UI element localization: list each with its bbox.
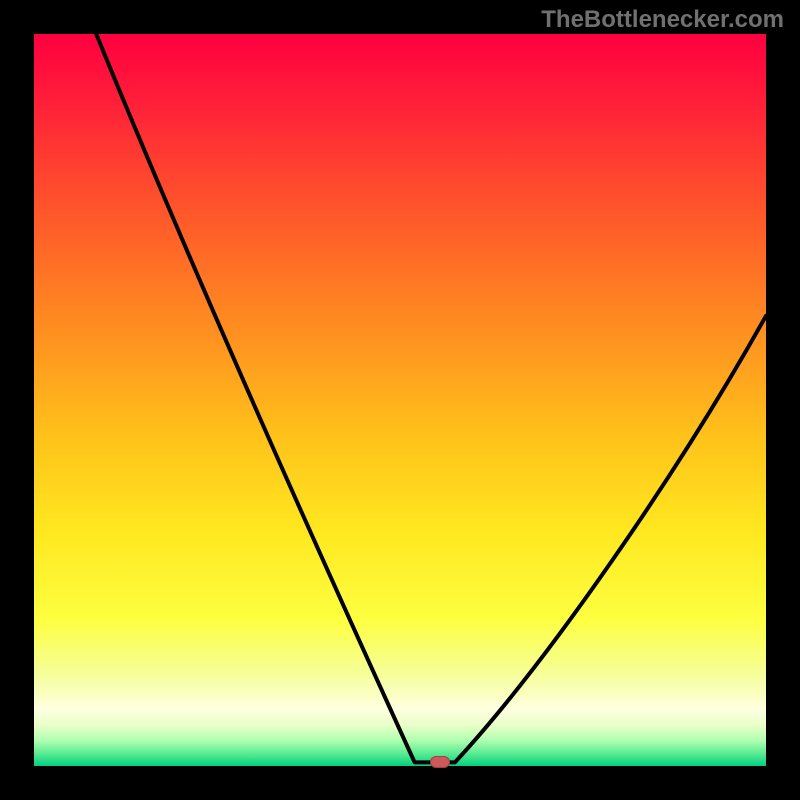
chart-curve-layer (34, 34, 766, 766)
bottleneck-curve (96, 34, 766, 762)
chart-plot-area (34, 34, 766, 766)
optimal-point-marker (430, 756, 450, 768)
watermark-text: TheBottlenecker.com (541, 6, 784, 34)
bottleneck-chart: TheBottlenecker.com (0, 0, 800, 800)
